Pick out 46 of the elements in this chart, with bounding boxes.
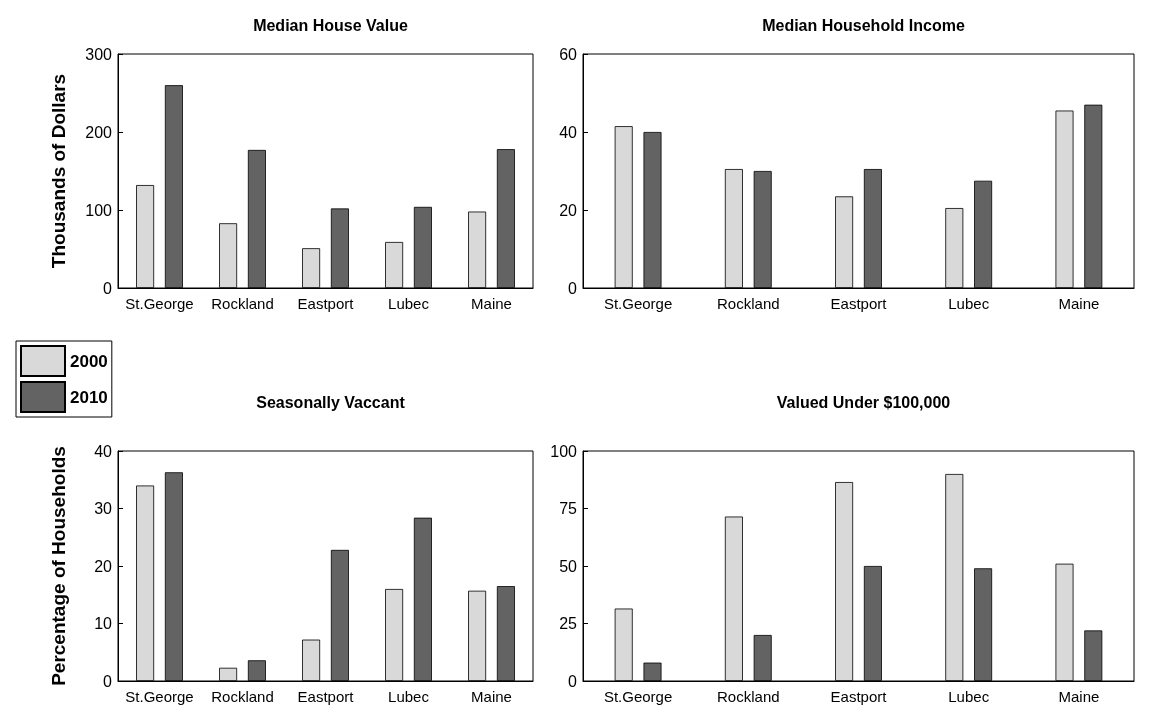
y-tick-label: 30 [94,500,113,517]
x-tick-label: Rockland [211,688,274,705]
x-tick-label: Rockland [211,295,274,312]
y-axis-title: Thousands of Dollars [47,73,69,269]
chart-title: Valued Under $100,000 [776,393,951,411]
x-tick-label: Rockland [717,688,780,705]
y-tick-label: 100 [550,442,578,460]
x-tick-label: Lubec [948,688,990,705]
x-tick-label: St.George [603,295,673,312]
x-tick-label: Lubec [388,295,430,312]
x-tick-label: Maine [1058,688,1100,705]
y-tick-label: 0 [103,279,113,297]
y-tick-label: 75 [559,500,578,517]
y-tick-label: 20 [559,201,578,219]
y-tick-label: 0 [568,279,578,297]
y-tick-label: 10 [94,615,113,632]
x-tick-label: Lubec [948,295,990,312]
y-tick-label: 40 [559,123,578,141]
y-tick-label: 100 [85,201,113,219]
y-tick-label: 20 [94,557,113,575]
x-tick-label: Maine [1058,295,1100,312]
x-tick-label: St.George [125,295,194,312]
x-tick-label: Eastport [830,295,888,312]
x-tick-label: St.George [125,688,194,705]
chart-title: Seasonally Vaccant [256,393,406,411]
y-tick-label: 200 [85,123,113,141]
chart-title: Median House Value [253,16,408,34]
y-tick-label: 60 [559,45,578,63]
y-axis-title: Percentage of Households [47,446,69,686]
chart-title: Median Household Income [762,16,965,34]
x-tick-label: St.George [603,688,673,705]
y-tick-label: 25 [559,615,578,632]
y-tick-label: 50 [559,557,578,575]
x-tick-label: Eastport [297,688,355,705]
x-tick-label: Eastport [297,295,355,312]
y-tick-label: 300 [85,45,113,63]
legend-label: 2010 [70,387,108,407]
y-tick-label: 0 [103,672,113,690]
x-tick-label: Maine [471,688,512,705]
y-tick-label: 0 [568,672,578,690]
legend-label: 2000 [70,351,108,371]
x-tick-label: Eastport [830,688,888,705]
y-tick-label: 40 [94,442,113,460]
x-tick-label: Lubec [388,688,430,705]
x-tick-label: Maine [471,295,512,312]
x-tick-label: Rockland [717,295,780,312]
